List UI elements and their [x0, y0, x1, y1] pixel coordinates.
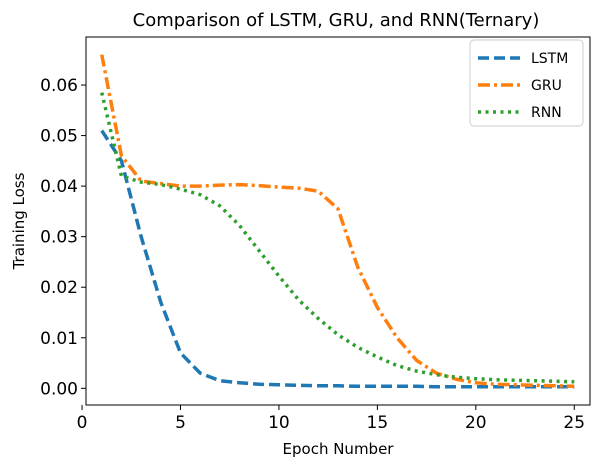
y-tick-label: 0.06: [40, 76, 78, 96]
y-tick-label: 0.04: [40, 177, 78, 197]
x-tick-label: 15: [367, 413, 389, 433]
series-layer: [100, 54, 575, 389]
x-tick-label: 5: [175, 413, 186, 433]
plot-frame: [85, 36, 591, 406]
y-tick-label: 0.01: [40, 329, 78, 349]
legend-box: [469, 39, 584, 127]
y-axis-label: Training Loss: [10, 172, 28, 270]
y-tick-label: 0.03: [40, 228, 78, 248]
series-line-rnn: [100, 92, 575, 384]
legend: LSTM GRU RNN: [469, 39, 584, 127]
chart-title: Comparison of LSTM, GRU, and RNN(Ternary…: [133, 10, 540, 31]
series-line-gru: [100, 54, 575, 389]
series-line-lstm: [100, 129, 575, 389]
x-tick-label: 0: [77, 413, 88, 433]
y-axis: 0.00 0.01 0.02 0.03 0.04 0.05 0.06: [40, 76, 86, 399]
y-tick-label: 0.02: [40, 278, 78, 298]
legend-label-lstm: LSTM: [531, 51, 568, 67]
x-tick-label: 20: [465, 413, 487, 433]
x-axis-label: Epoch Number: [283, 440, 395, 458]
legend-label-gru: GRU: [531, 78, 562, 94]
x-tick-label: 25: [563, 413, 585, 433]
x-axis: 0 5 10 15 20 25: [77, 405, 585, 433]
y-tick-label: 0.05: [40, 127, 78, 147]
x-tick-label: 10: [268, 413, 290, 433]
plot-area: 0 5 10 15 20 25 0.00 0.01 0.02 0.03 0.04 0.05 0.06: [40, 36, 591, 433]
legend-label-rnn: RNN: [531, 105, 562, 121]
y-tick-label: 0.00: [40, 379, 78, 399]
